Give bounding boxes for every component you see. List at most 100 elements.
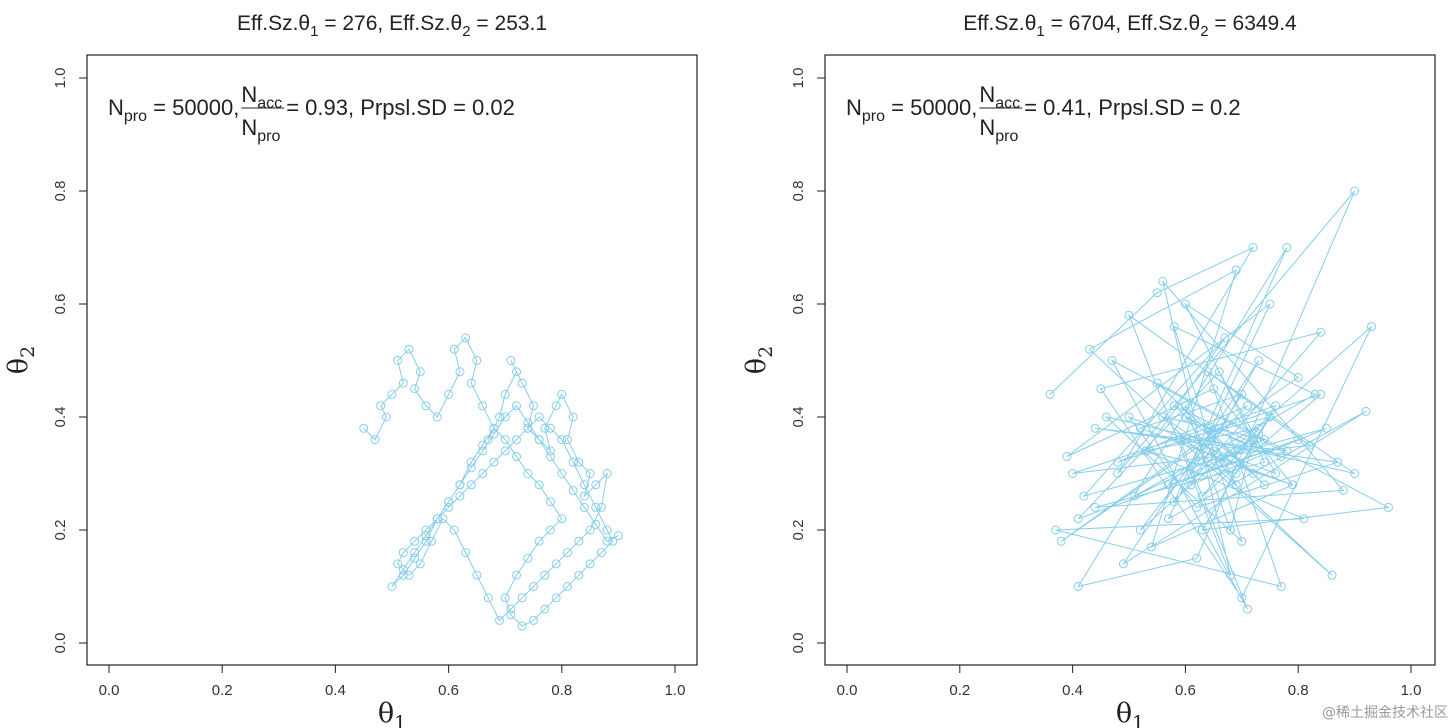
data-point [1169,497,1179,507]
chart-title: Eff.Sz.θ1 = 6704, Eff.Sz.θ2 = 6349.4 [963,12,1297,40]
x-tick-label: 0.2 [949,682,970,699]
data-point [591,502,601,512]
data-point [500,389,510,399]
x-tick-label: 0.6 [438,682,459,699]
data-point [1163,480,1173,490]
y-tick-label: 1.0 [52,68,69,89]
data-point [1226,525,1236,535]
data-point [461,333,471,343]
y-tick-label: 1.0 [790,68,807,89]
data-point [551,559,561,569]
data-point [540,604,550,614]
data-point [421,525,431,535]
data-point [1338,485,1348,495]
y-axis-label: θ2 [741,346,777,374]
data-point [1271,401,1281,411]
data-point [398,570,408,580]
data-point [495,412,505,422]
data-point [421,536,431,546]
data-point [1242,440,1252,450]
data-point [1056,536,1066,546]
data-point [1118,559,1128,569]
data-point [478,469,488,478]
data-point [608,536,618,546]
mcmc-trace-line [1049,190,1391,610]
data-point [585,469,595,478]
x-tick-label: 0.4 [1062,682,1083,699]
data-point [562,435,572,445]
x-tick-label: 0.4 [325,682,346,699]
data-point [1203,423,1213,433]
data-point [381,412,391,422]
data-point [1333,457,1343,467]
data-point [1152,378,1162,388]
data-point [478,446,488,456]
x-tick-label: 0.0 [837,682,858,699]
data-point [1130,491,1140,501]
data-point [1293,435,1303,445]
data-point [1186,469,1196,478]
data-point [489,457,499,467]
data-point [1242,401,1252,411]
x-tick-label: 0.2 [212,682,233,699]
data-point [579,480,589,490]
data-point [1237,536,1247,546]
data-point [602,469,612,478]
data-point [523,553,533,563]
data-point [404,570,414,580]
chart-title: Eff.Sz.θ1 = 276, Eff.Sz.θ2 = 253.1 [237,12,547,40]
data-point [1220,333,1230,343]
data-point [551,593,561,603]
data-point [545,525,555,535]
data-point [1101,412,1111,422]
data-point [557,389,567,399]
data-point [568,457,578,467]
data-point [1180,401,1190,411]
data-point [478,401,488,411]
data-point [483,593,493,603]
data-point [540,423,550,433]
data-point [500,435,510,445]
data-point [1282,243,1292,252]
data-point [506,610,516,620]
y-tick-label: 0.0 [790,633,807,654]
y-tick-label: 0.4 [790,407,807,428]
data-point [1265,299,1275,309]
data-point [613,531,623,541]
data-point [1090,502,1100,512]
annotation-proposals: Npro = 50000, [846,95,977,125]
data-point [1113,457,1123,467]
data-point [1096,384,1106,394]
data-point [1271,469,1281,478]
data-point [1321,423,1331,433]
data-point [1350,469,1360,478]
data-point [1124,310,1134,320]
annotation-fraction-denominator: Npro [979,115,1018,145]
data-point [1231,469,1241,478]
x-tick-label: 1.0 [1401,682,1422,699]
data-point [1304,440,1314,450]
data-point [1073,582,1083,591]
annotation-fraction-denominator: Npro [241,115,280,145]
data-point [1197,525,1207,535]
data-point [562,548,572,558]
y-tick-label: 0.4 [52,407,69,428]
data-point [410,536,420,546]
data-point [466,463,476,473]
data-point [449,344,459,354]
data-point [1141,446,1151,456]
data-point [444,497,454,507]
data-point [1276,582,1286,591]
data-point [512,452,522,462]
data-point [545,497,555,507]
data-point [534,412,544,422]
data-point [398,548,408,558]
data-point [1192,502,1202,512]
data-point [370,435,380,445]
data-point [387,389,397,399]
data-point [1265,412,1275,422]
data-point [1259,435,1269,445]
data-point [421,401,431,411]
data-point [1135,525,1145,535]
